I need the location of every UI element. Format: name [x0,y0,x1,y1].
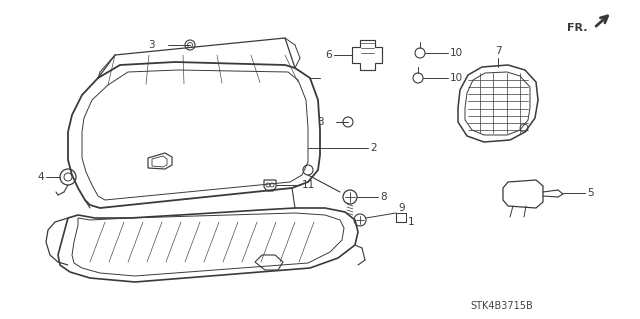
Text: 11: 11 [302,180,316,190]
Text: 5: 5 [587,188,594,198]
Text: 7: 7 [495,46,501,56]
Text: 10: 10 [450,48,463,58]
Text: FR.: FR. [567,23,588,33]
Text: 3: 3 [317,117,324,127]
Text: 10: 10 [450,73,463,83]
Text: STK4B3715B: STK4B3715B [470,301,532,311]
Text: 1: 1 [408,217,415,227]
Text: 4: 4 [37,172,44,182]
Text: 6: 6 [325,50,332,60]
Text: 2: 2 [370,143,376,153]
Text: 9: 9 [398,203,404,213]
Text: 3: 3 [148,40,155,50]
Text: 8: 8 [380,192,387,202]
